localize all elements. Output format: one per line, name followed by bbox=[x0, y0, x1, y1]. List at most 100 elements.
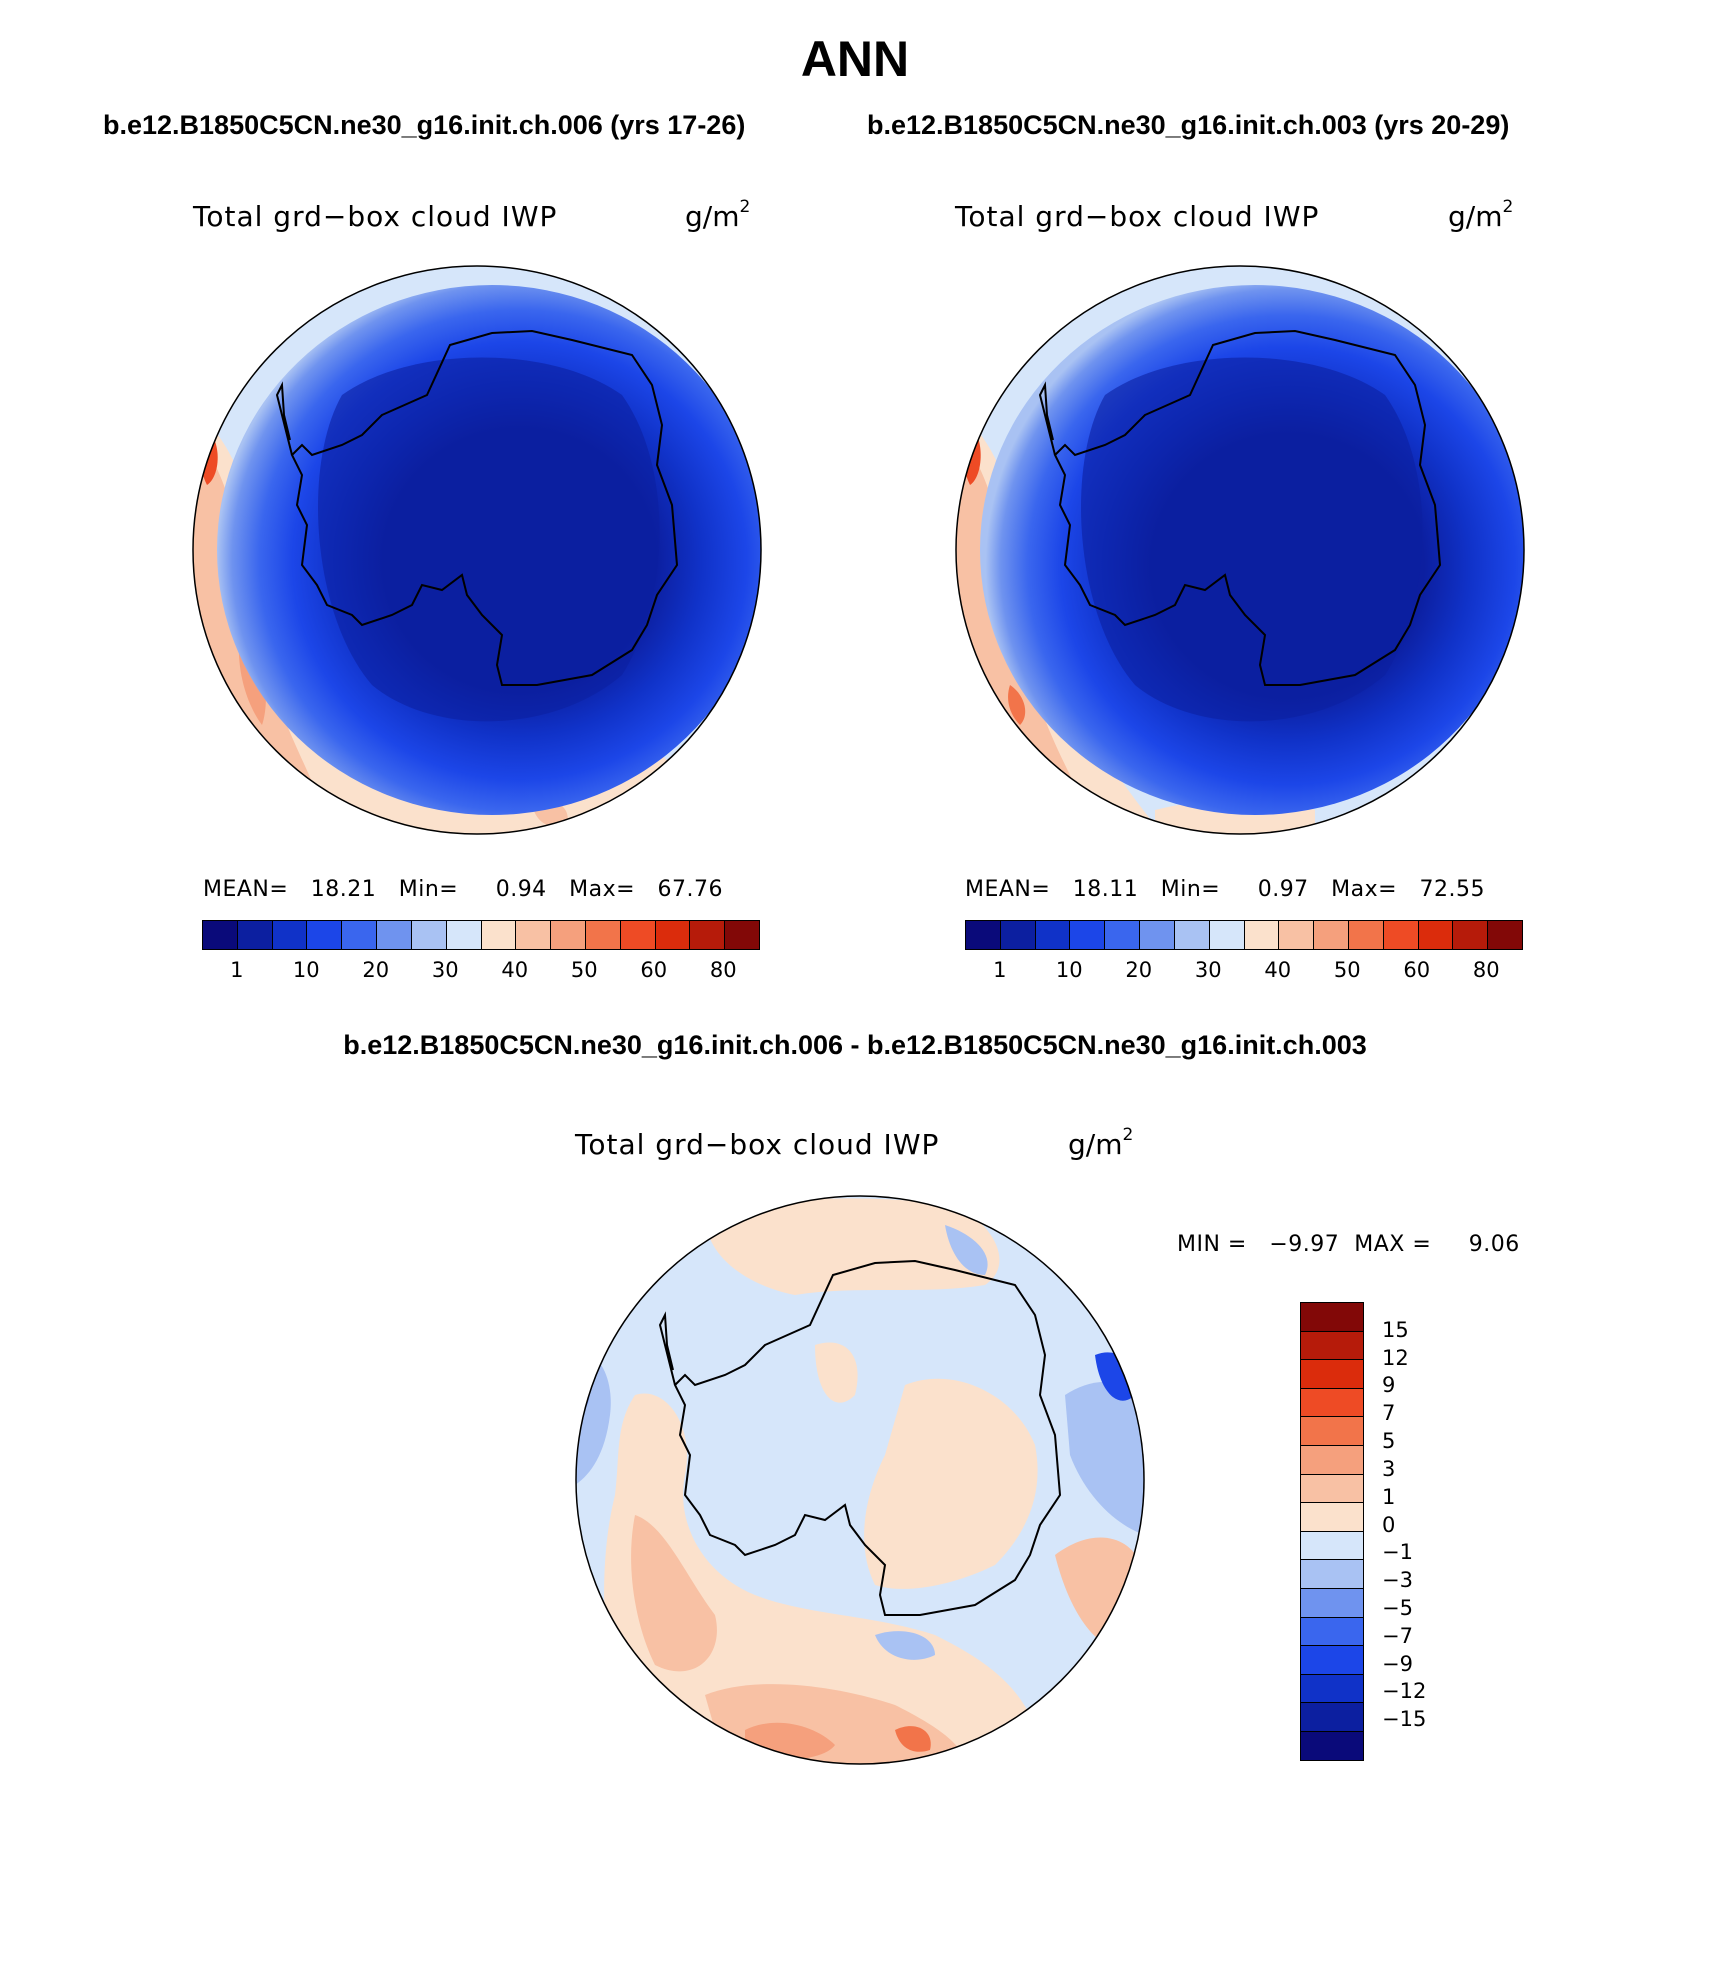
panel2-units: g/m2 bbox=[1448, 196, 1514, 233]
panel1-colorbar-swatch bbox=[585, 921, 621, 949]
panel1-units: g/m2 bbox=[685, 196, 751, 233]
panel1-colorbar-labels: 1 10 20 30 40 50 60 80 bbox=[202, 958, 758, 988]
diff-warm-core-southeast bbox=[895, 1726, 931, 1752]
figure-title: ANN bbox=[800, 31, 910, 87]
panel2-colorbar-tick-label: 50 bbox=[1333, 958, 1361, 982]
diff-colorbar-tick-label: −5 bbox=[1382, 1595, 1413, 1620]
panel1-colorbar-tick-label: 1 bbox=[230, 958, 244, 982]
panel2-colorbar-tick-label: 60 bbox=[1403, 958, 1431, 982]
diff-colorbar-labels: 15 12 9 7 5 3 1 0 −1 −3 −5 −7 −9 −12 −15 bbox=[1382, 1302, 1462, 1747]
panel2-colorbar-swatch bbox=[1174, 921, 1210, 949]
diff-map-boundary bbox=[575, 1195, 1145, 1765]
diff-colorbar-tick-label: 5 bbox=[1382, 1429, 1396, 1454]
panel1-colorbar-swatch bbox=[342, 921, 378, 949]
diff-antarctica-coastline bbox=[673, 1259, 1062, 1616]
diff-antarctica-warm-central bbox=[815, 1342, 858, 1403]
panel2-colorbar bbox=[965, 920, 1523, 950]
panel1-colorbar-swatch bbox=[307, 921, 343, 949]
panel1-colorbar-tick-label: 10 bbox=[292, 958, 320, 982]
panel2-colorbar-tick-label: 10 bbox=[1055, 958, 1083, 982]
panel2-colorbar-swatch bbox=[1279, 921, 1315, 949]
diff-colorbar-swatch bbox=[1301, 1674, 1363, 1704]
panel1-antarctica-coastline bbox=[290, 329, 679, 686]
panel2-antarctic-peninsula bbox=[1038, 381, 1056, 456]
diff-colorbar-swatch bbox=[1301, 1445, 1363, 1475]
diff-colorbar-swatch bbox=[1301, 1360, 1363, 1389]
panel2-colorbar-tick-label: 20 bbox=[1125, 958, 1153, 982]
panel1-colorbar bbox=[202, 920, 760, 950]
panel1-colorbar-swatch bbox=[620, 921, 656, 949]
panel1-colorbar-swatch bbox=[272, 921, 308, 949]
diff-colorbar-tick-label: 12 bbox=[1382, 1345, 1409, 1370]
panel1-colorbar-swatch bbox=[655, 921, 691, 949]
case-right-label: b.e12.B1850C5CN.ne30_g16.init.ch.003 (yr… bbox=[867, 110, 1510, 140]
diff-stats: MIN = −9.97 MAX = 9.06 bbox=[1177, 1232, 1520, 1257]
panel1-colorbar-swatch bbox=[516, 921, 552, 949]
diff-colorbar-swatch bbox=[1301, 1703, 1363, 1732]
panel2-colorbar-swatch bbox=[1488, 921, 1522, 949]
diff-cold-region-east bbox=[1065, 1382, 1144, 1535]
diff-colorbar-swatch bbox=[1301, 1731, 1363, 1760]
panel1-colorbar-swatch bbox=[481, 921, 517, 949]
panel2-colorbar-swatch bbox=[1244, 921, 1280, 949]
panel1-colorbar-swatch bbox=[725, 921, 759, 949]
diff-colorbar-tick-label: 1 bbox=[1382, 1484, 1396, 1509]
diff-warm-region-southwest bbox=[631, 1515, 717, 1672]
panel2-warm-spot-west bbox=[1008, 685, 1026, 725]
panel1-map-boundary bbox=[192, 265, 762, 835]
panel1-stats: MEAN= 18.21 Min= 0.94 Max= 67.76 bbox=[203, 877, 724, 902]
panel1-colorbar-swatch bbox=[377, 921, 412, 949]
panel2-colorbar-tick-label: 1 bbox=[993, 958, 1007, 982]
panel1-colorbar-tick-label: 40 bbox=[501, 958, 529, 982]
diff-colorbar-swatch bbox=[1301, 1617, 1363, 1647]
diff-colorbar-tick-label: 15 bbox=[1382, 1317, 1409, 1342]
diff-colorbar-tick-label: −15 bbox=[1382, 1707, 1427, 1732]
diff-colorbar bbox=[1300, 1302, 1364, 1761]
panel2-colorbar-swatch bbox=[1314, 921, 1349, 949]
diff-colorbar-tick-label: −3 bbox=[1382, 1568, 1413, 1593]
case-left-label: b.e12.B1850C5CN.ne30_g16.init.ch.006 (yr… bbox=[103, 110, 746, 140]
panel2-colorbar-swatch bbox=[1383, 921, 1419, 949]
diff-units: g/m2 bbox=[1068, 1124, 1134, 1161]
panel1-colorbar-swatch bbox=[203, 921, 238, 949]
diff-colorbar-swatch bbox=[1301, 1503, 1363, 1532]
panel2-colorbar-tick-label: 80 bbox=[1472, 958, 1500, 982]
panel2-colorbar-swatch bbox=[1348, 921, 1384, 949]
diff-colorbar-tick-label: 0 bbox=[1382, 1512, 1396, 1537]
diff-colorbar-swatch bbox=[1301, 1588, 1363, 1618]
panel1-polar-map bbox=[192, 265, 762, 835]
diff-warm-region-north bbox=[705, 1198, 1000, 1295]
diff-antarctic-peninsula bbox=[658, 1311, 676, 1386]
diff-colorbar-swatch bbox=[1301, 1474, 1363, 1504]
panel1-colorbar-swatch bbox=[446, 921, 482, 949]
diff-colorbar-tick-label: −9 bbox=[1382, 1651, 1413, 1676]
diff-colorbar-swatch bbox=[1301, 1417, 1363, 1446]
panel2-polar-map bbox=[955, 265, 1525, 835]
diff-cold-spot-south bbox=[875, 1631, 935, 1660]
panel2-colorbar-swatch bbox=[1418, 921, 1454, 949]
panel2-colorbar-swatch bbox=[1140, 921, 1175, 949]
diff-antarctica-warm-east bbox=[864, 1378, 1038, 1589]
panel2-stats: MEAN= 18.11 Min= 0.97 Max= 72.55 bbox=[965, 877, 1486, 902]
panel2-colorbar-labels: 1 10 20 30 40 50 60 80 bbox=[965, 958, 1521, 988]
diff-colorbar-swatch bbox=[1301, 1331, 1363, 1361]
diff-colorbar-tick-label: −7 bbox=[1382, 1623, 1413, 1648]
panel1-variable-label: Total grd−box cloud IWP bbox=[193, 200, 558, 233]
panel2-antarctica-coastline bbox=[1053, 329, 1442, 686]
difference-title: b.e12.B1850C5CN.ne30_g16.init.ch.006 - b… bbox=[343, 1030, 1367, 1060]
diff-variable-label: Total grd−box cloud IWP bbox=[575, 1128, 940, 1161]
panel2-map-boundary bbox=[955, 265, 1525, 835]
panel1-colorbar-tick-label: 50 bbox=[570, 958, 598, 982]
panel2-colorbar-swatch bbox=[1000, 921, 1036, 949]
panel1-colorbar-swatch bbox=[551, 921, 586, 949]
panel2-colorbar-swatch bbox=[966, 921, 1001, 949]
panel2-colorbar-swatch bbox=[1209, 921, 1245, 949]
panel1-colorbar-tick-label: 30 bbox=[431, 958, 459, 982]
diff-colorbar-swatch bbox=[1301, 1303, 1363, 1332]
diff-colorbar-swatch bbox=[1301, 1531, 1363, 1561]
diff-colorbar-tick-label: −12 bbox=[1382, 1679, 1427, 1704]
diff-colorbar-swatch bbox=[1301, 1388, 1363, 1418]
diff-colorbar-tick-label: 7 bbox=[1382, 1401, 1396, 1426]
panel2-colorbar-swatch bbox=[1035, 921, 1071, 949]
panel1-colorbar-swatch bbox=[237, 921, 273, 949]
